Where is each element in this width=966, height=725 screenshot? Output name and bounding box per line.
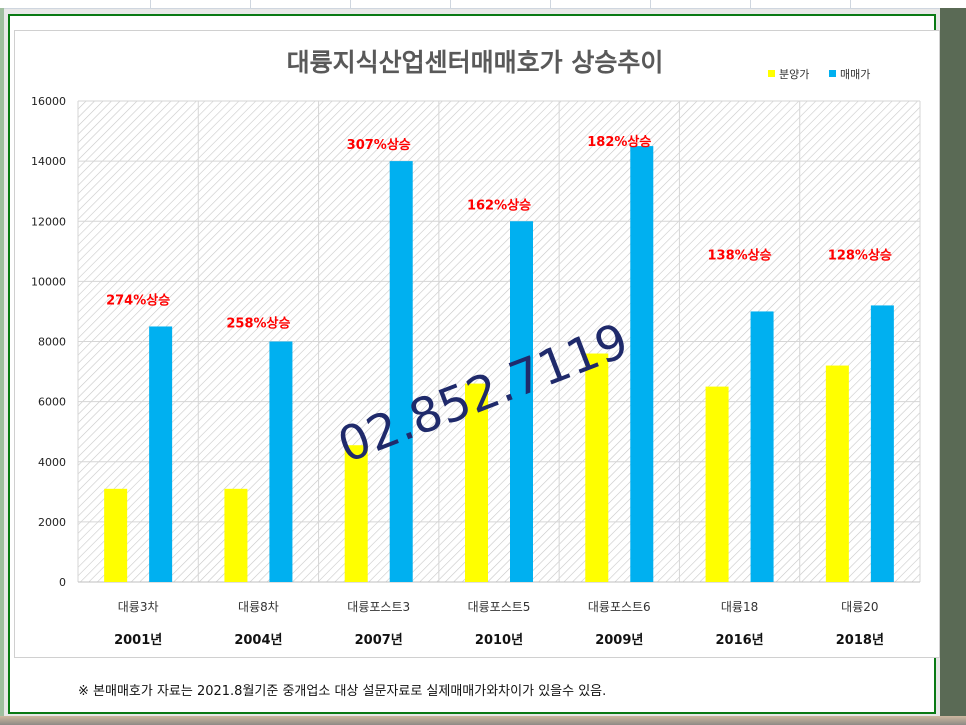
bar-sale-price [224, 488, 248, 582]
category-label: 대륭포스트3 [347, 600, 410, 614]
increase-annotation: 162%상승 [467, 198, 531, 213]
y-tick-label: 10000 [31, 275, 66, 288]
y-tick-label: 6000 [38, 396, 66, 409]
increase-annotation: 138%상승 [708, 248, 772, 263]
year-label: 2016년 [715, 633, 763, 648]
increase-annotation: 182%상승 [587, 135, 651, 150]
bar-sale-price [705, 386, 729, 582]
bar-trade-price [389, 161, 413, 582]
bar-trade-price [149, 326, 173, 582]
bar-trade-price [750, 311, 774, 582]
bar-sale-price [825, 365, 849, 582]
category-label: 대륭18 [721, 600, 758, 614]
increase-annotation: 274%상승 [106, 293, 170, 308]
category-label: 대륭8차 [238, 600, 279, 614]
window-edge [940, 8, 966, 716]
y-tick-label: 2000 [38, 516, 66, 529]
bar-trade-price [870, 305, 894, 582]
legend-label: 분양가 [779, 68, 809, 81]
bar-trade-price [630, 146, 654, 582]
year-label: 2018년 [836, 633, 884, 648]
category-label: 대륭3차 [118, 600, 159, 614]
year-label: 2004년 [234, 633, 282, 648]
y-tick-label: 8000 [38, 336, 66, 349]
increase-annotation: 258%상승 [226, 317, 290, 332]
bar-sale-price [104, 488, 128, 582]
y-tick-label: 12000 [31, 215, 66, 228]
sheet-edge [0, 8, 4, 725]
legend-swatch [768, 70, 775, 77]
chart-title: 대륭지식산업센터매매호가 상승추이 [287, 48, 664, 77]
window-bottom-edge [0, 716, 966, 725]
legend-label: 매매가 [840, 68, 870, 81]
bar-trade-price [269, 341, 293, 582]
y-tick-label: 14000 [31, 155, 66, 168]
increase-annotation: 128%상승 [828, 248, 892, 263]
legend: 분양가 매매가 [768, 68, 870, 81]
increase-annotation: 307%상승 [347, 138, 411, 153]
bar-sale-price [585, 353, 609, 582]
year-label: 2001년 [114, 633, 162, 648]
y-tick-label: 16000 [31, 95, 66, 108]
year-label: 2007년 [355, 633, 403, 648]
spreadsheet-grid-strip [0, 0, 966, 9]
year-label: 2009년 [595, 633, 643, 648]
y-tick-label: 0 [59, 576, 66, 589]
category-label: 대륭포스트5 [468, 600, 531, 614]
bar-trade-price [510, 221, 533, 582]
footnote: ※ 본매매호가 자료는 2021.8월기준 중개업소 대상 설문자료로 실제매매… [78, 684, 607, 699]
year-label: 2010년 [475, 633, 523, 648]
y-tick-label: 4000 [38, 456, 66, 469]
category-label: 대륭포스트6 [588, 600, 651, 614]
legend-swatch [829, 70, 836, 77]
bar-sale-price [465, 383, 488, 582]
bar-sale-price [344, 445, 368, 582]
category-label: 대륭20 [841, 600, 878, 614]
